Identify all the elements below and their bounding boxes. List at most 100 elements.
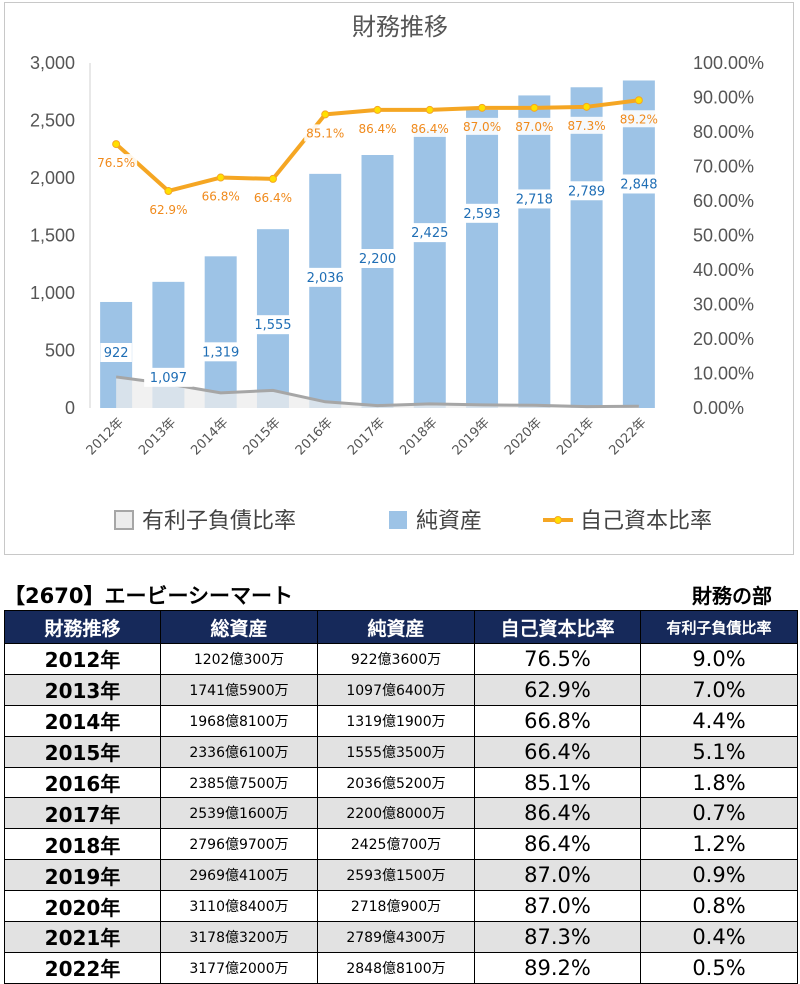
x-tick-label: 2020年: [502, 415, 545, 458]
equity-ratio-point: [268, 174, 277, 183]
row-year: 2018年: [4, 828, 161, 861]
bar-net-assets: [309, 173, 342, 408]
row-equity-ratio: 87.3%: [474, 921, 641, 953]
table-row: 2012年 1202億300万 922億3600万 76.5% 9.0%: [4, 643, 798, 675]
table-caption: 【2670】エービーシーマート 財務の部: [0, 578, 800, 608]
x-tick-label: 2012年: [84, 415, 127, 458]
x-tick-label: 2022年: [606, 415, 649, 458]
row-equity-ratio: 62.9%: [474, 673, 641, 706]
row-total-assets: 2336億6100万: [160, 735, 318, 768]
row-equity-ratio: 87.0%: [474, 890, 641, 923]
left-tick-label: 1,000: [30, 283, 75, 303]
row-debt-ratio: 5.1%: [640, 735, 798, 768]
row-debt-ratio: 7.0%: [640, 673, 798, 706]
row-year: 2015年: [4, 735, 161, 768]
row-year: 2017年: [4, 797, 161, 830]
line-label-bg: [461, 117, 504, 135]
header-total-assets: 総資産: [160, 610, 318, 644]
row-net-assets: 1097億6400万: [317, 673, 475, 706]
legend-label-net-assets: 純資産: [416, 509, 482, 534]
table-row: 2019年 2969億4100万 2593億1500万 87.0% 0.9%: [4, 859, 798, 892]
table-row: 2021年 3178億3200万 2789億4300万 87.3% 0.4%: [4, 921, 798, 953]
bar-net-assets: [622, 80, 655, 408]
bar-value-label: 2,200: [359, 252, 396, 267]
bar-net-assets: [204, 256, 237, 408]
right-tick-label: 30.00%: [693, 295, 754, 315]
row-debt-ratio: 0.5%: [640, 951, 798, 984]
row-debt-ratio: 1.8%: [640, 766, 798, 799]
bar-value-label: 1,555: [254, 318, 291, 333]
bar-value-label: 2,789: [568, 184, 605, 199]
bar-value-label: 2,848: [620, 177, 657, 192]
line-value-label: 86.4%: [358, 122, 396, 136]
line-value-label: 76.5%: [97, 156, 135, 170]
bar-value-label: 922: [104, 346, 129, 361]
legend-swatch-point-equity: [554, 516, 562, 524]
row-net-assets: 1555億3500万: [317, 735, 475, 768]
chart-title: 財務推移: [352, 13, 448, 41]
x-tick-label: 2015年: [241, 415, 284, 458]
row-net-assets: 922億3600万: [317, 643, 475, 675]
row-total-assets: 3110億8400万: [160, 890, 318, 923]
line-value-label: 87.0%: [515, 120, 553, 134]
table-row: 2013年 1741億5900万 1097億6400万 62.9% 7.0%: [4, 673, 798, 706]
section-label: 財務の部: [692, 584, 772, 608]
header-period: 財務推移: [4, 610, 161, 644]
line-label-bg: [304, 124, 347, 142]
right-tick-label: 60.00%: [693, 191, 754, 211]
row-total-assets: 2969億4100万: [160, 859, 318, 892]
x-tick-label: 2013年: [136, 415, 179, 458]
row-net-assets: 1319億1900万: [317, 704, 475, 737]
row-equity-ratio: 76.5%: [474, 643, 641, 675]
bar-label-bg: [100, 343, 132, 362]
row-equity-ratio: 85.1%: [474, 766, 641, 799]
bar-label-bg: [405, 223, 455, 243]
line-value-label: 66.8%: [202, 190, 240, 204]
line-value-label: 62.9%: [149, 203, 187, 217]
row-debt-ratio: 9.0%: [640, 643, 798, 675]
row-debt-ratio: 0.4%: [640, 921, 798, 953]
left-tick-label: 0: [65, 398, 75, 418]
bar-net-assets: [413, 129, 446, 408]
table-row: 2020年 3110億8400万 2718億900万 87.0% 0.8%: [4, 890, 798, 923]
line-label-bg: [147, 200, 190, 218]
row-total-assets: 3178億3200万: [160, 921, 318, 953]
equity-ratio-point: [112, 140, 121, 149]
row-total-assets: 1741億5900万: [160, 673, 318, 706]
row-total-assets: 2796億9700万: [160, 828, 318, 861]
row-equity-ratio: 86.4%: [474, 797, 641, 830]
bar-label-bg: [300, 267, 350, 287]
row-equity-ratio: 86.4%: [474, 828, 641, 861]
bar-value-label: 2,036: [307, 271, 344, 286]
line-label-bg: [565, 116, 608, 134]
right-tick-label: 90.00%: [693, 88, 754, 108]
header-equity-ratio: 自己資本比率: [474, 610, 641, 644]
row-total-assets: 2539億1600万: [160, 797, 318, 830]
line-value-label: 87.0%: [463, 120, 501, 134]
equity-ratio-point: [425, 105, 434, 114]
line-label-bg: [513, 117, 556, 135]
row-net-assets: 2036億5200万: [317, 766, 475, 799]
chart-canvas: 財務推移 0 500 1,000 1,500 2,000 2,500 3,000 0.00% 10…: [30, 13, 764, 534]
line-debt-ratio: [115, 375, 639, 409]
row-equity-ratio: 89.2%: [474, 951, 641, 984]
right-tick-label: 100.00%: [693, 53, 764, 73]
bar-value-label: 2,425: [411, 226, 448, 241]
right-tick-label: 80.00%: [693, 122, 754, 142]
x-tick-label: 2018年: [397, 415, 440, 458]
table-row: 2014年 1968億8100万 1319億1900万 66.8% 4.4%: [4, 704, 798, 737]
row-net-assets: 2848億8100万: [317, 951, 475, 984]
row-debt-ratio: 0.7%: [640, 797, 798, 830]
x-tick-label: 2016年: [293, 415, 336, 458]
equity-ratio-point: [530, 103, 539, 112]
right-tick-label: 0.00%: [693, 398, 744, 418]
bar-value-label: 1,319: [202, 345, 239, 360]
table-row: 2017年 2539億1600万 2200億8000万 86.4% 0.7%: [4, 797, 798, 830]
bar-label-bg: [562, 181, 611, 201]
area-debt-ratio: [116, 376, 639, 408]
equity-ratio-point: [216, 173, 225, 182]
bar-net-assets: [570, 87, 603, 408]
header-debt-ratio: 有利子負債比率: [640, 610, 798, 644]
row-debt-ratio: 0.9%: [640, 859, 798, 892]
legend-swatch-net-assets: [389, 511, 407, 529]
